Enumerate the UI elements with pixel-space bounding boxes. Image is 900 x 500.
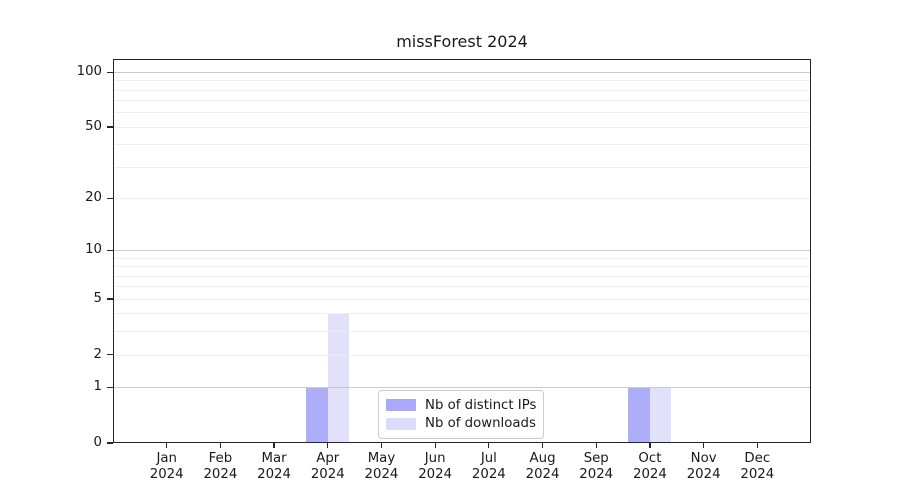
x-tick-label-month: May: [367, 451, 396, 466]
x-axis-tick: [488, 443, 490, 448]
x-tick-label: Aug 2024: [515, 451, 571, 483]
x-tick-label-month: Jan: [156, 451, 177, 466]
x-tick-label-year: 2024: [740, 467, 775, 482]
minor-gridline: [114, 112, 810, 114]
legend-entry: Nb of downloads: [386, 415, 536, 434]
x-tick-label-year: 2024: [364, 467, 399, 482]
x-tick-label-month: Nov: [690, 451, 717, 466]
x-tick-label-year: 2024: [686, 467, 721, 482]
x-tick-label: Oct 2024: [622, 451, 678, 483]
x-tick-label: Nov 2024: [676, 451, 732, 483]
y-tick-label: 10: [85, 242, 102, 258]
bar-distinct-ips: [306, 387, 328, 442]
x-tick-label-month: Aug: [529, 451, 556, 466]
y-axis-tick: [107, 126, 113, 128]
x-tick-label-year: 2024: [579, 467, 614, 482]
x-tick-label: Jun 2024: [407, 451, 463, 483]
x-tick-label-month: Sep: [583, 451, 609, 466]
y-axis-tick: [107, 197, 113, 199]
y-tick-label: 1: [93, 379, 102, 395]
x-tick-label: Sep 2024: [568, 451, 624, 483]
x-tick-label-month: Apr: [316, 451, 340, 466]
x-tick-label-year: 2024: [310, 467, 345, 482]
legend-label: Nb of distinct IPs: [425, 397, 537, 413]
minor-gridline: [114, 126, 810, 128]
x-axis-tick: [380, 443, 383, 448]
x-axis-tick: [219, 443, 221, 448]
minor-gridline: [114, 198, 810, 200]
x-axis-tick: [541, 443, 544, 448]
y-tick-label: 50: [85, 119, 102, 135]
x-axis-tick: [166, 443, 168, 448]
x-tick-label: Dec 2024: [729, 451, 785, 483]
y-axis-tick: [107, 298, 113, 300]
minor-gridline: [114, 166, 810, 168]
x-tick-label: May 2024: [353, 451, 409, 483]
minor-gridline: [114, 286, 810, 288]
x-axis-tick: [595, 443, 597, 448]
x-axis-tick: [649, 443, 651, 448]
x-tick-label-month: Dec: [744, 451, 771, 466]
x-tick-label: Feb 2024: [192, 451, 248, 483]
x-tick-label: Jan 2024: [139, 451, 195, 483]
x-axis-tick: [756, 443, 758, 448]
minor-gridline: [114, 266, 810, 268]
plot-area: [113, 59, 811, 443]
minor-gridline: [114, 80, 810, 82]
legend-swatch-distinct-ips: [386, 399, 416, 412]
legend-swatch-downloads: [386, 417, 416, 430]
minor-gridline: [114, 144, 810, 146]
y-axis-tick: [107, 71, 113, 73]
x-tick-label-year: 2024: [149, 467, 184, 482]
major-gridline: [114, 250, 810, 252]
chart-title: missForest 2024: [396, 32, 528, 51]
x-axis-tick: [273, 443, 275, 448]
y-tick-label: 0: [93, 435, 102, 450]
x-axis-tick: [434, 443, 436, 448]
x-axis-tick: [327, 443, 329, 448]
minor-gridline: [114, 354, 810, 356]
x-tick-label: Apr 2024: [300, 451, 356, 483]
y-axis-tick: [107, 386, 113, 388]
x-tick-label: Jul 2024: [461, 451, 517, 483]
y-tick-label: 5: [93, 291, 102, 307]
legend-label: Nb of downloads: [425, 416, 536, 432]
x-axis-tick: [703, 443, 705, 448]
x-tick-label-month: Jun: [424, 451, 446, 466]
minor-gridline: [114, 100, 810, 102]
y-tick-label: 20: [85, 190, 102, 206]
y-axis-tick: [107, 249, 113, 251]
minor-gridline: [114, 331, 810, 333]
major-gridline: [114, 71, 810, 73]
x-tick-label-month: Mar: [261, 451, 287, 466]
x-tick-label-year: 2024: [471, 467, 506, 482]
x-tick-label-year: 2024: [203, 467, 238, 482]
y-tick-label: 100: [76, 64, 102, 80]
minor-gridline: [114, 313, 810, 315]
minor-gridline: [114, 275, 810, 277]
bar-downloads: [327, 313, 350, 442]
x-tick-label-year: 2024: [257, 467, 291, 482]
x-tick-label: Mar 2024: [246, 451, 302, 483]
x-tick-label-month: Oct: [638, 451, 662, 466]
x-tick-label-year: 2024: [525, 467, 560, 482]
minor-gridline: [114, 89, 810, 91]
legend-entry: Nb of distinct IPs: [386, 396, 536, 415]
x-tick-label-month: Jul: [480, 451, 497, 466]
y-tick-label: 2: [93, 346, 102, 362]
y-axis-tick: [107, 354, 113, 356]
bar-distinct-ips: [628, 387, 650, 442]
minor-gridline: [114, 298, 810, 300]
x-tick-label-year: 2024: [418, 467, 453, 482]
y-axis-tick: [107, 442, 113, 444]
major-gridline: [114, 387, 810, 389]
x-tick-label-month: Feb: [208, 451, 233, 466]
legend: Nb of distinct IPs Nb of downloads: [378, 390, 544, 439]
bar-downloads: [649, 387, 672, 442]
minor-gridline: [114, 257, 810, 259]
x-tick-label-year: 2024: [633, 467, 667, 482]
